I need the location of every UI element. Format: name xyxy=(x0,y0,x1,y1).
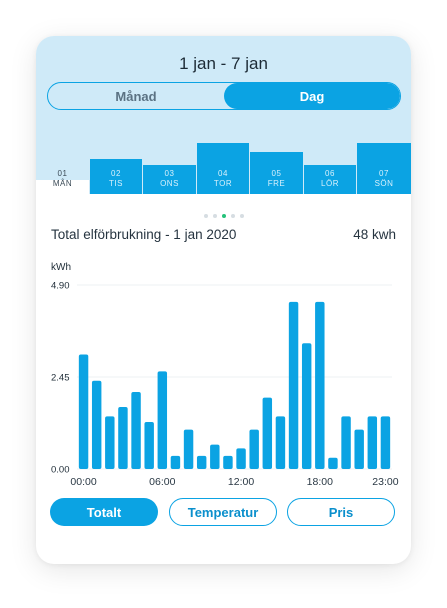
x-tick-label: 12:00 xyxy=(228,476,254,488)
bar-hour-05 xyxy=(144,422,154,469)
bar-hour-00 xyxy=(78,354,89,469)
bar-hour-19 xyxy=(328,457,338,469)
bar-hour-01 xyxy=(91,380,102,469)
pager-dots xyxy=(36,205,411,223)
bar-hour-09 xyxy=(196,455,207,469)
bar-hour-22 xyxy=(367,416,378,469)
day-column-04[interactable]: 04 TOR xyxy=(197,143,249,194)
bar-hour-03 xyxy=(118,407,128,469)
tab-pris[interactable]: Pris xyxy=(287,498,395,526)
day-name: ONS xyxy=(160,179,179,188)
day-column-03[interactable]: 03 ONS xyxy=(143,165,196,194)
day-name: LÖR xyxy=(321,179,339,188)
day-name: TOR xyxy=(213,179,233,188)
bar-hour-02 xyxy=(105,416,115,469)
pager-dot[interactable] xyxy=(212,214,217,218)
pager-dot[interactable] xyxy=(230,214,235,218)
bar-hour-12 xyxy=(236,448,246,469)
day-selector: 01 MÅN 02 TIS 03 ONS 04 TOR 05 FRE 06 LÖR 07 SÖN xyxy=(36,36,411,194)
tab-totalt[interactable]: Totalt xyxy=(50,498,158,526)
period-toggle: Månad Dag xyxy=(47,82,401,110)
bar-hour-15 xyxy=(275,416,286,469)
pager-dot[interactable] xyxy=(203,214,208,218)
y-axis-label: kWh xyxy=(51,262,71,273)
summary-value: 48 kwh xyxy=(353,227,396,242)
bar-hour-16 xyxy=(288,301,299,469)
bar-hour-14 xyxy=(262,397,273,469)
day-column-07[interactable]: 07 SÖN xyxy=(357,143,411,194)
x-tick-label: 18:00 xyxy=(307,476,333,488)
energy-card: 01 MÅN 02 TIS 03 ONS 04 TOR 05 FRE 06 LÖR 07 SÖN 1 ja… xyxy=(36,36,411,564)
x-tick-label: 23:00 xyxy=(372,476,398,488)
pager-dot[interactable] xyxy=(221,214,226,218)
bar-hour-23 xyxy=(380,416,391,469)
day-column-06[interactable]: 06 LÖR xyxy=(304,165,356,194)
day-number: 04 xyxy=(218,169,228,178)
pager-dot[interactable] xyxy=(239,214,244,218)
y-tick-label: 4.90 xyxy=(51,281,70,292)
bar-hour-13 xyxy=(249,429,259,469)
day-column-01[interactable]: 01 MÅN xyxy=(36,169,89,194)
bar-hour-08 xyxy=(183,429,194,469)
day-name: MÅN xyxy=(52,179,73,188)
summary-label: Total elförbrukning - 1 jan 2020 xyxy=(51,227,237,242)
x-tick-label: 00:00 xyxy=(70,476,96,488)
day-name: SÖN xyxy=(374,179,394,188)
toggle-day[interactable]: Dag xyxy=(224,83,400,109)
metric-tabs: Totalt Temperatur Pris xyxy=(50,498,397,528)
day-name: TIS xyxy=(109,179,123,188)
bar-hour-20 xyxy=(341,416,351,469)
day-number: 02 xyxy=(111,169,121,178)
bar-hour-11 xyxy=(223,455,233,469)
bar-hour-17 xyxy=(301,343,312,469)
bar-hour-18 xyxy=(315,301,325,469)
day-number: 05 xyxy=(271,169,282,178)
bar-hour-21 xyxy=(354,429,364,469)
day-number: 01 xyxy=(57,169,68,178)
day-number: 07 xyxy=(379,169,389,178)
tab-temperatur[interactable]: Temperatur xyxy=(169,498,277,526)
day-column-05[interactable]: 05 FRE xyxy=(250,152,303,194)
y-tick-label: 0.00 xyxy=(51,465,70,476)
bar-hour-10 xyxy=(210,444,220,469)
date-range-title: 1 jan - 7 jan xyxy=(179,54,268,73)
day-number: 03 xyxy=(164,169,175,178)
x-tick-label: 06:00 xyxy=(149,476,175,488)
day-number: 06 xyxy=(325,169,335,178)
toggle-month[interactable]: Månad xyxy=(115,88,157,104)
y-tick-label: 2.45 xyxy=(51,373,70,384)
bar-hour-07 xyxy=(170,455,181,469)
bar-hour-06 xyxy=(157,371,168,469)
day-name: FRE xyxy=(267,179,286,188)
day-column-02[interactable]: 02 TIS xyxy=(90,159,142,194)
bar-hour-04 xyxy=(131,392,141,469)
